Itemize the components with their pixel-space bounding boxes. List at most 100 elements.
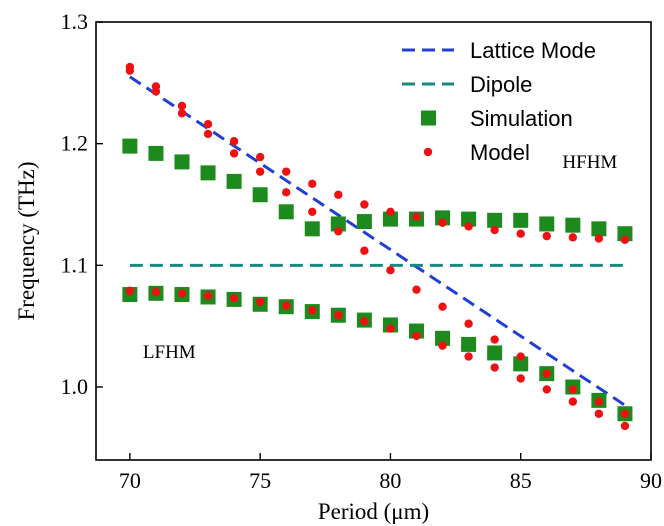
- data-point: [412, 285, 421, 294]
- data-point: [539, 216, 555, 232]
- data-point: [360, 200, 369, 209]
- data-point: [177, 101, 187, 111]
- plot-frame: [95, 21, 652, 461]
- data-point: [620, 235, 630, 244]
- data-point: [148, 145, 164, 161]
- data-point: [487, 345, 503, 361]
- legend-label: Model: [470, 140, 530, 165]
- annotation-label: LFHM: [143, 342, 196, 363]
- data-point: [516, 374, 525, 383]
- data-point: [304, 221, 320, 237]
- y-tick-label: 1.3: [61, 9, 89, 34]
- data-point: [490, 363, 499, 372]
- data-point: [568, 385, 578, 394]
- data-point: [382, 211, 398, 227]
- legend-label: Lattice Mode: [470, 38, 596, 63]
- data-point: [513, 212, 529, 228]
- data-point: [461, 336, 477, 352]
- x-tick-label: 80: [379, 468, 401, 493]
- series-3: [122, 138, 633, 422]
- data-point: [203, 129, 213, 139]
- legend-item: Lattice Mode: [402, 38, 596, 63]
- data-point: [490, 335, 499, 344]
- y-tick-label: 1.2: [61, 131, 89, 156]
- data-point: [308, 179, 317, 189]
- data-point: [620, 409, 630, 418]
- data-point: [255, 152, 265, 162]
- x-tick-label: 75: [249, 468, 271, 493]
- data-point: [568, 397, 578, 406]
- data-point: [594, 409, 604, 418]
- legend-label: Dipole: [470, 72, 532, 97]
- data-point: [330, 216, 346, 232]
- y-tick-label: 1.1: [61, 252, 89, 277]
- data-point: [542, 385, 551, 394]
- data-point: [255, 167, 265, 176]
- data-point: [151, 287, 161, 297]
- data-point: [386, 324, 395, 333]
- data-point: [464, 222, 473, 231]
- data-point: [464, 352, 473, 361]
- x-tick-label: 70: [119, 468, 141, 493]
- legend: Lattice Mode Dipole Simulation Model: [402, 38, 596, 165]
- plot-marks: [122, 62, 633, 431]
- data-point: [282, 301, 291, 310]
- data-point: [516, 352, 525, 361]
- legend-item: Dipole: [402, 72, 532, 97]
- data-point: [334, 190, 343, 199]
- annotation-label: HFHM: [562, 152, 617, 173]
- data-point: [229, 293, 239, 303]
- data-point: [386, 207, 395, 216]
- data-point: [620, 421, 630, 431]
- legend-item: Model: [423, 140, 530, 165]
- data-point: [438, 302, 447, 311]
- x-tick-label: 90: [640, 468, 662, 493]
- series-5: [125, 286, 630, 431]
- data-point: [252, 187, 268, 203]
- data-point: [487, 212, 503, 228]
- data-point: [125, 286, 135, 296]
- data-point: [412, 212, 421, 221]
- data-point: [412, 331, 421, 341]
- data-point: [490, 225, 499, 235]
- data-point: [542, 231, 551, 241]
- data-point: [516, 229, 525, 238]
- data-point: [594, 397, 604, 406]
- legend-swatch: [421, 110, 436, 126]
- data-point: [229, 149, 239, 158]
- data-point: [386, 266, 395, 275]
- axis-ticks: 70 75 80 85 90 1.0 1.1 1.2 1.3: [61, 9, 663, 493]
- legend-swatch: [423, 147, 433, 157]
- data-point: [591, 221, 607, 237]
- data-point: [565, 217, 581, 233]
- data-point: [125, 66, 135, 75]
- data-point: [282, 188, 291, 197]
- data-point: [122, 138, 138, 154]
- data-point: [435, 330, 451, 346]
- data-point: [200, 165, 216, 181]
- data-point: [278, 204, 294, 220]
- y-axis-label: Frequency (THz): [14, 161, 39, 320]
- data-point: [542, 369, 551, 378]
- data-point: [308, 306, 317, 315]
- data-point: [174, 154, 190, 170]
- y-tick-label: 1.0: [61, 374, 89, 399]
- x-axis-label: Period (μm): [318, 499, 429, 524]
- data-point: [177, 289, 187, 298]
- data-point: [334, 227, 343, 236]
- data-point: [360, 246, 369, 255]
- data-point: [594, 234, 604, 243]
- data-point: [464, 319, 473, 328]
- data-point: [203, 291, 213, 300]
- data-point: [255, 297, 265, 307]
- data-point: [203, 120, 213, 129]
- data-point: [438, 341, 447, 350]
- data-point: [229, 137, 239, 146]
- data-point: [617, 226, 633, 242]
- data-point: [568, 233, 578, 242]
- x-tick-label: 85: [510, 468, 532, 493]
- data-point: [356, 214, 372, 230]
- data-point: [334, 311, 343, 320]
- data-point: [308, 207, 317, 216]
